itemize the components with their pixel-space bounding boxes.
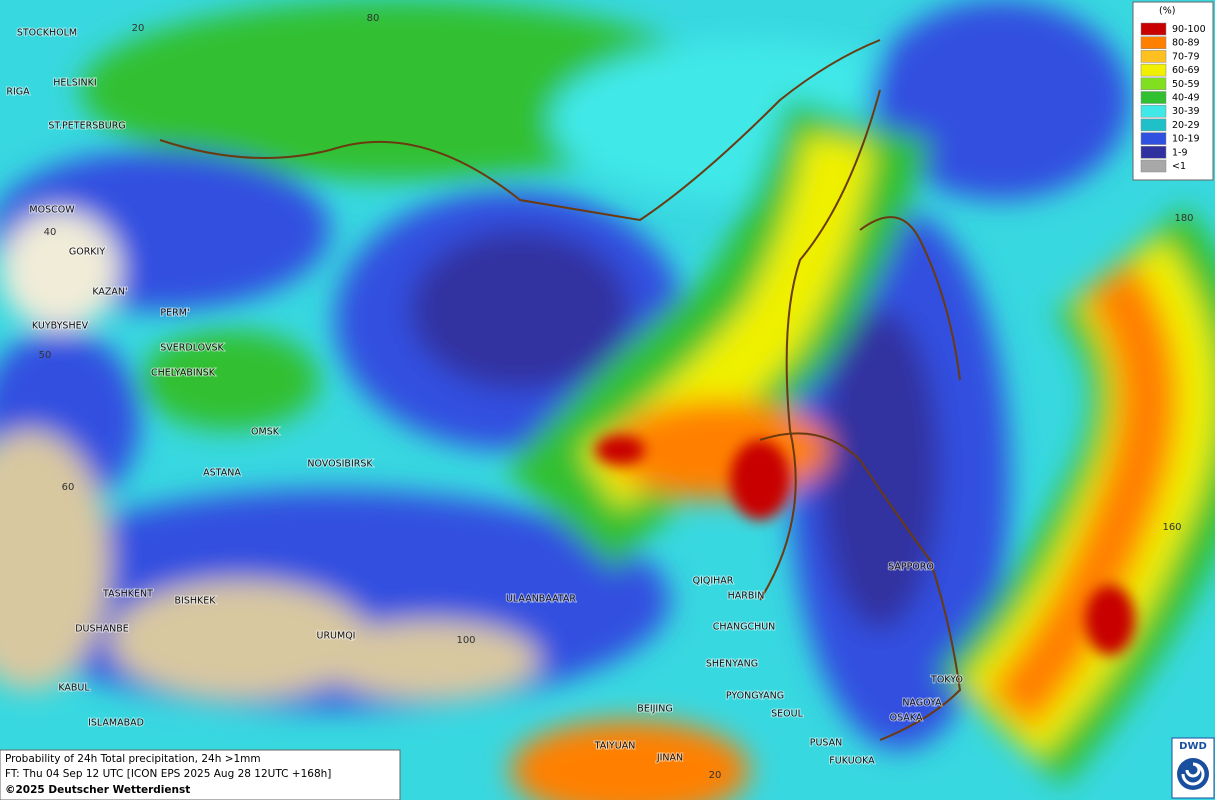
- city-label: TAIYUAN: [594, 741, 636, 752]
- grid-label: 80: [367, 13, 380, 24]
- city-label: SEOUL: [771, 709, 803, 720]
- grid-label: 20: [132, 23, 145, 34]
- city-label: BEIJING: [637, 704, 672, 715]
- city-label: KUYBYSHEV: [32, 321, 89, 332]
- grid-labels: 20 80 40 50 60 100 180 160 20: [39, 13, 1194, 781]
- logo-text: DWD: [1179, 741, 1207, 752]
- legend-label: 80-89: [1172, 38, 1200, 49]
- legend-label: 50-59: [1172, 79, 1200, 90]
- grid-label: 50: [39, 350, 52, 361]
- city-label: BISHKEK: [175, 596, 217, 607]
- grid-label: 180: [1174, 213, 1193, 224]
- legend-swatch: [1140, 132, 1167, 145]
- city-label: KABUL: [58, 683, 90, 694]
- city-label: PERM': [160, 308, 189, 319]
- city-label: ULAANBAATAR: [506, 594, 576, 605]
- grid-label: 20: [709, 770, 722, 781]
- logo-swirl: [1181, 762, 1205, 786]
- grid-label: 160: [1162, 522, 1181, 533]
- legend-items: 90-100 80-89 70-79 60-69 50-59 40-49 30-39 20-2…: [1140, 22, 1206, 173]
- grid-label: 60: [62, 482, 75, 493]
- footer-line: Probability of 24h Total precipitation, …: [5, 753, 261, 765]
- legend: (%) 90-100 80-89 70-79 60-69 50-59 40-49 30-39…: [1132, 1, 1214, 181]
- legend-label: 20-29: [1172, 120, 1200, 131]
- city-label: CHELYABINSK: [151, 368, 216, 379]
- legend-label: 10-19: [1172, 134, 1200, 145]
- city-label: URUMQI: [317, 631, 356, 642]
- city-label: SVERDLOVSK: [160, 343, 224, 354]
- city-label: GORKIY: [69, 247, 105, 258]
- legend-swatch: [1140, 63, 1167, 77]
- legend-swatch: [1140, 36, 1167, 49]
- city-label: ISLAMABAD: [88, 718, 144, 729]
- legend-swatch: [1140, 159, 1167, 173]
- legend-label: 70-79: [1172, 51, 1200, 62]
- legend-swatch: [1140, 77, 1167, 91]
- city-label: NAGOYA: [902, 698, 942, 709]
- grid-label: 100: [456, 635, 475, 646]
- legend-label: 1-9: [1172, 147, 1188, 158]
- legend-swatch: [1140, 91, 1167, 104]
- legend-label: 40-49: [1172, 93, 1200, 104]
- city-label: PYONGYANG: [726, 691, 784, 702]
- legend-swatch: [1140, 118, 1167, 132]
- legend-label: <1: [1172, 161, 1186, 172]
- city-label: ASTANA: [203, 468, 241, 479]
- city-label: JINAN: [656, 753, 683, 764]
- city-label: OSAKA: [890, 713, 923, 724]
- footer-box: [0, 749, 401, 801]
- footer-line: ©2025 Deutscher Wetterdienst: [5, 784, 190, 796]
- city-label: ST.PETERSBURG: [48, 121, 125, 132]
- city-label: OMSK: [251, 427, 280, 438]
- city-label: RIGA: [6, 87, 30, 98]
- city-label: FUKUOKA: [829, 756, 875, 767]
- city-label: NOVOSIBIRSK: [307, 459, 373, 470]
- city-label: MOSCOW: [29, 205, 75, 216]
- footer: Probability of 24h Total precipitation, …: [0, 749, 401, 801]
- legend-swatch: [1140, 104, 1167, 118]
- city-label: PUSAN: [810, 738, 843, 749]
- city-label: TASHKENT: [102, 589, 153, 600]
- grid-label: 40: [44, 227, 57, 238]
- legend-swatch: [1140, 146, 1167, 159]
- city-label: CHANGCHUN: [713, 622, 776, 633]
- city-label: QIQIHAR: [693, 576, 734, 587]
- legend-swatch: [1140, 22, 1167, 36]
- legend-title: (%): [1159, 6, 1175, 17]
- legend-label: 30-39: [1172, 106, 1200, 117]
- city-label: SHENYANG: [706, 659, 758, 670]
- city-labels: STOCKHOLM HELSINKI RIGA ST.PETERSBURG MOSCOW…: [5, 27, 964, 768]
- city-label: SAPPORO: [888, 562, 934, 573]
- footer-line: FT: Thu 04 Sep 12 UTC [ICON EPS 2025 Aug…: [5, 768, 331, 780]
- legend-label: 60-69: [1172, 65, 1200, 76]
- city-label: STOCKHOLM: [17, 28, 77, 39]
- city-label: TOKYO: [930, 675, 963, 686]
- legend-swatch: [1140, 50, 1167, 63]
- city-label: DUSHANBE: [75, 624, 129, 635]
- coastlines: [159, 39, 962, 741]
- dwd-logo: DWD: [1171, 737, 1215, 799]
- city-label: KAZAN': [92, 287, 127, 298]
- legend-label: 90-100: [1172, 24, 1206, 35]
- city-label: HELSINKI: [53, 78, 96, 89]
- city-label: HARBIN: [728, 591, 765, 602]
